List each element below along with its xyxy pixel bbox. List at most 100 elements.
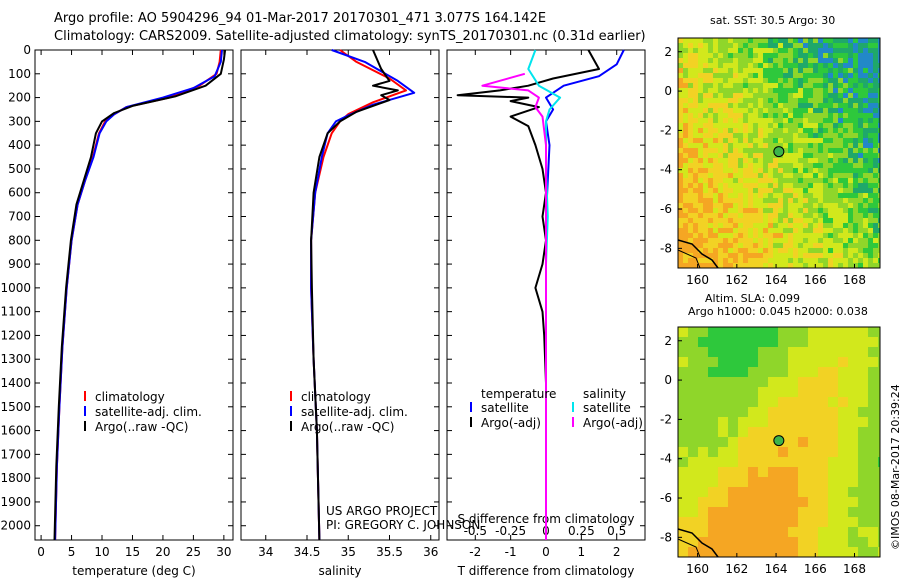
map-cell [803, 158, 808, 163]
map-cell [848, 158, 853, 163]
map-cell [683, 213, 688, 218]
map-cell [878, 78, 880, 83]
map-cell [783, 58, 788, 63]
map-cell [733, 98, 738, 103]
map-cell [723, 193, 728, 198]
map-cell [748, 337, 758, 347]
map-cell [808, 253, 813, 258]
map-cell [828, 417, 838, 427]
map-cell [868, 223, 873, 228]
map-cell [808, 517, 818, 527]
map-cell [793, 243, 798, 248]
map-cell [863, 143, 868, 148]
map-cell [803, 128, 808, 133]
map-cell [743, 178, 748, 183]
map-cell [688, 347, 698, 357]
map-cell [833, 263, 838, 268]
map-cell [788, 168, 793, 173]
map-cell [773, 78, 778, 83]
map-cell [813, 213, 818, 218]
map-cell [768, 397, 778, 407]
map-cell [788, 63, 793, 68]
map-cell [848, 178, 853, 183]
map-cell [783, 183, 788, 188]
map-cell [783, 163, 788, 168]
map-cell [848, 243, 853, 248]
map-cell [818, 93, 823, 98]
map-cell [833, 98, 838, 103]
map-cell [823, 43, 828, 48]
map-cell [778, 133, 783, 138]
map-cell [728, 487, 738, 497]
map-cell [843, 38, 848, 43]
map-cell [823, 128, 828, 133]
map-cell [693, 53, 698, 58]
map-cell [718, 477, 728, 487]
map-cell [703, 123, 708, 128]
map-cell [878, 248, 880, 253]
map-cell [723, 148, 728, 153]
map-cell [878, 467, 880, 477]
map-cell [848, 477, 858, 487]
map-cell [788, 248, 793, 253]
map-cell [843, 173, 848, 178]
map-cell [858, 427, 868, 437]
map-cell [738, 198, 743, 203]
map-cell [768, 377, 778, 387]
map-cell [708, 427, 718, 437]
map-cell [728, 357, 738, 367]
map-cell [718, 133, 723, 138]
map-cell [743, 133, 748, 138]
map-cell [748, 148, 753, 153]
map-cell [683, 248, 688, 253]
map-cell [858, 103, 863, 108]
map-cell [708, 73, 713, 78]
lat-tick-label: -2 [660, 123, 672, 137]
map-cell [823, 38, 828, 43]
map-cell [808, 407, 818, 417]
depth-tick-label: 1600 [0, 424, 31, 438]
map-cell [813, 63, 818, 68]
map-cell [858, 337, 868, 347]
map-cell [733, 178, 738, 183]
map-cell [758, 88, 763, 93]
map-cell [863, 173, 868, 178]
map-cell [863, 118, 868, 123]
map-cell [753, 58, 758, 63]
map-cell [833, 168, 838, 173]
depth-tick-label: 2000 [0, 519, 31, 533]
map-cell [778, 83, 783, 88]
map-cell [858, 407, 868, 417]
map-cell [818, 213, 823, 218]
map-cell [768, 58, 773, 63]
map-cell [758, 537, 768, 547]
map-cell [843, 78, 848, 83]
map-cell [733, 253, 738, 258]
map-cell [738, 367, 748, 377]
title-line2: Climatology: CARS2009. Satellite-adjuste… [54, 29, 646, 44]
map-cell [768, 168, 773, 173]
map-cell [758, 108, 763, 113]
map-cell [838, 68, 843, 73]
x-tick-top-label: -0.25 [495, 524, 526, 538]
map-cell [843, 138, 848, 143]
map-cell [863, 63, 868, 68]
map-cell [743, 48, 748, 53]
map-cell [818, 228, 823, 233]
map-cell [858, 238, 863, 243]
map-cell [848, 203, 853, 208]
map-cell [718, 98, 723, 103]
map-cell [773, 133, 778, 138]
map-cell [728, 158, 733, 163]
map-cell [748, 507, 758, 517]
lat-tick-label: 0 [664, 84, 672, 98]
map-cell [873, 158, 878, 163]
map-cell [823, 98, 828, 103]
map-cell [788, 88, 793, 93]
map-cell [693, 203, 698, 208]
map-cell [778, 457, 788, 467]
map-cell [678, 397, 688, 407]
map-cell [853, 203, 858, 208]
map-cell [758, 128, 763, 133]
map-cell [803, 123, 808, 128]
